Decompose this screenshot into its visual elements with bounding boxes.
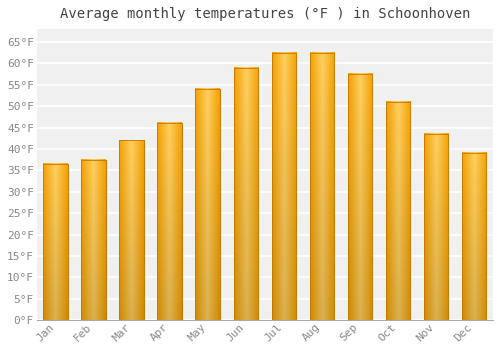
- Bar: [158, 123, 182, 320]
- Bar: [234, 68, 258, 320]
- Bar: [462, 153, 486, 320]
- Title: Average monthly temperatures (°F ) in Schoonhoven: Average monthly temperatures (°F ) in Sc…: [60, 7, 470, 21]
- Bar: [462, 153, 486, 320]
- Bar: [82, 160, 106, 320]
- Bar: [82, 160, 106, 320]
- Bar: [44, 164, 68, 320]
- Bar: [120, 140, 144, 320]
- Bar: [310, 52, 334, 320]
- Bar: [386, 102, 410, 320]
- Bar: [234, 68, 258, 320]
- Bar: [424, 134, 448, 320]
- Bar: [424, 134, 448, 320]
- Bar: [272, 52, 296, 320]
- Bar: [348, 74, 372, 320]
- Bar: [120, 140, 144, 320]
- Bar: [272, 52, 296, 320]
- Bar: [310, 52, 334, 320]
- Bar: [44, 164, 68, 320]
- Bar: [158, 123, 182, 320]
- Bar: [196, 89, 220, 320]
- Bar: [196, 89, 220, 320]
- Bar: [386, 102, 410, 320]
- Bar: [348, 74, 372, 320]
